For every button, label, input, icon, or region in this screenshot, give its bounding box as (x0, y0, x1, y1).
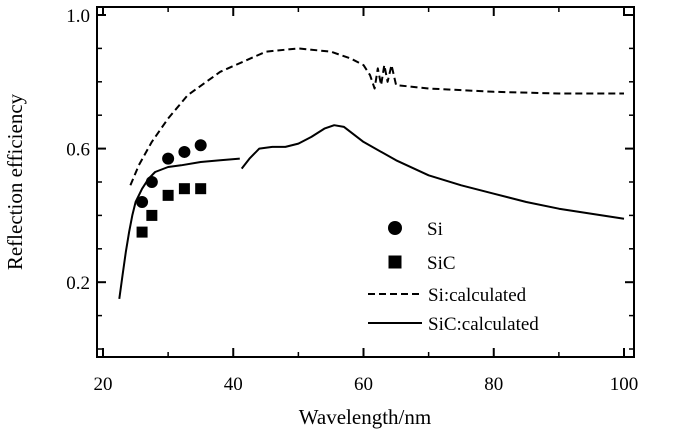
legend-marker-sic (388, 255, 402, 269)
x-axis-title: Wavelength/nm (299, 405, 431, 429)
sic-calculated-line (118, 157, 240, 300)
y-tick-label: 1.0 (66, 6, 90, 27)
legend-label-3: SiC:calculated (428, 314, 539, 335)
sic-point (136, 226, 148, 238)
sic-point (146, 209, 158, 221)
si-point (178, 145, 191, 158)
y-tick-label: 0.2 (66, 273, 90, 294)
legend-label-2: Si:calculated (428, 285, 527, 306)
y-axis-title: Reflection efficiency (3, 93, 27, 270)
si-point (136, 196, 149, 209)
x-tick-label: 60 (354, 374, 373, 395)
si-point (194, 139, 207, 152)
sic-calculated-line (240, 124, 625, 220)
x-tick-label: 80 (484, 374, 503, 395)
axes-layer (96, 6, 635, 358)
legend-label-1: SiC (427, 253, 456, 274)
y-tick-label: 0.6 (66, 140, 90, 161)
x-tick-label: 20 (94, 374, 113, 395)
si-point (162, 152, 175, 165)
ticks-layer: 20 40 60 80 100 0.2 0.6 1.0 (66, 6, 638, 395)
sic-point (178, 183, 190, 195)
legend-label-0: Si (427, 219, 443, 240)
sic-point (162, 189, 174, 201)
sic-point (195, 183, 207, 195)
x-tick-label: 40 (224, 374, 243, 395)
si-calculated-line (129, 47, 624, 186)
plot-layer (118, 47, 625, 300)
x-tick-label: 100 (610, 374, 639, 395)
legend-marker-si (388, 221, 402, 235)
plot-frame (96, 6, 635, 358)
legend: Si SiC Si:calculated SiC:calculated (368, 219, 539, 335)
